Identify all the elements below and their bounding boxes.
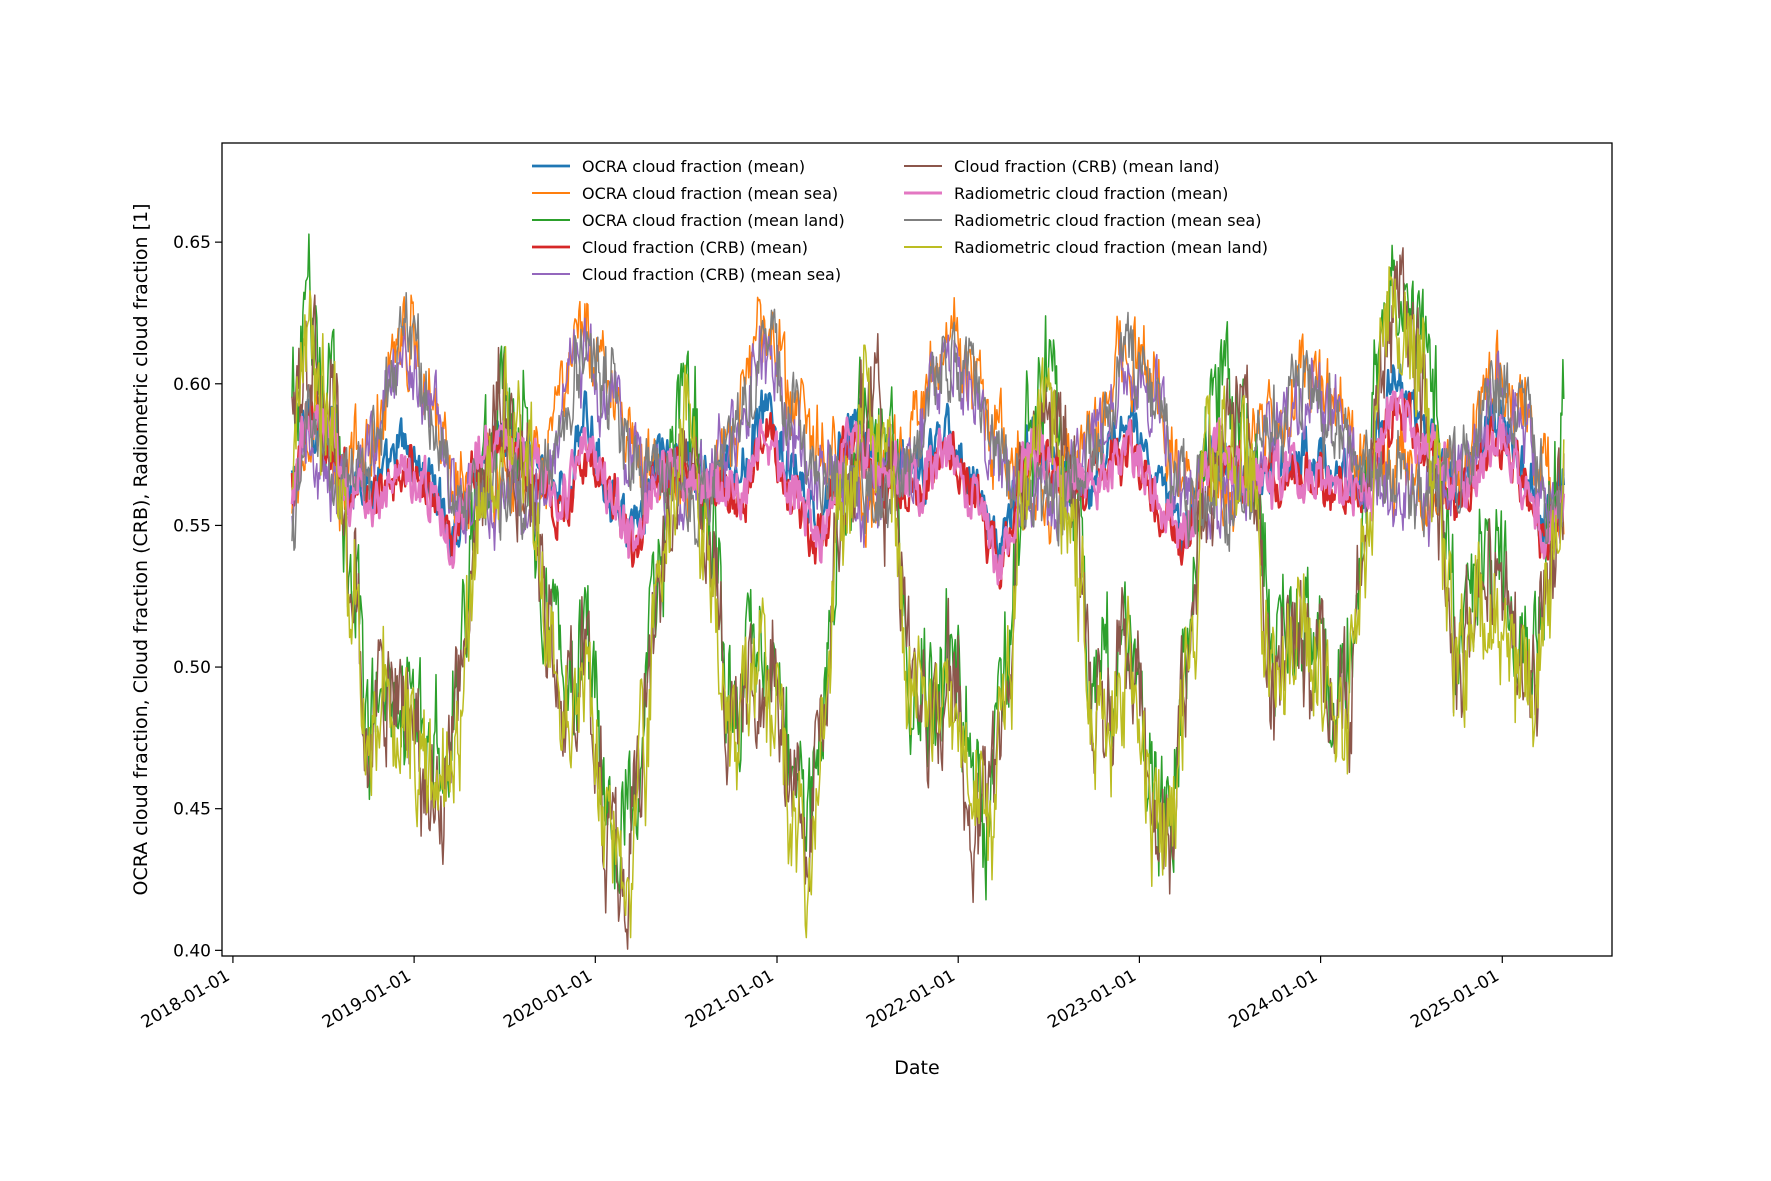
y-tick-label: 0.45 <box>173 800 211 820</box>
y-tick-label: 0.65 <box>173 233 211 253</box>
y-tick-label: 0.60 <box>173 375 211 395</box>
plot-frame <box>221 142 1613 957</box>
legend-entry: Radiometric cloud fraction (mean sea) <box>954 211 1261 230</box>
legend-entry: Cloud fraction (CRB) (mean) <box>582 238 808 257</box>
series-line <box>291 247 1565 950</box>
x-axis-label: Date <box>894 1057 939 1079</box>
series-line <box>291 291 1565 552</box>
y-tick-label: 0.50 <box>173 658 211 678</box>
y-tick-label: 0.40 <box>173 941 211 961</box>
y-axis-label: OCRA cloud fraction, Cloud fraction (CRB… <box>130 203 152 895</box>
legend-entry: OCRA cloud fraction (mean sea) <box>582 184 838 203</box>
series-line <box>291 266 1565 939</box>
series-layer <box>290 233 1566 950</box>
legend-entry: Radiometric cloud fraction (mean) <box>954 184 1228 203</box>
legend-entry: OCRA cloud fraction (mean) <box>582 157 805 176</box>
legend-entry: OCRA cloud fraction (mean land) <box>582 211 845 230</box>
legend-entry: Cloud fraction (CRB) (mean sea) <box>582 265 841 284</box>
y-axis: 0.40 0.45 0.50 0.55 0.60 0.65 <box>173 233 222 961</box>
legend: OCRA cloud fraction (mean) OCRA cloud fra… <box>532 157 1268 284</box>
legend-entry: Radiometric cloud fraction (mean land) <box>954 238 1268 257</box>
y-tick-label: 0.55 <box>173 516 211 536</box>
legend-entry: Cloud fraction (CRB) (mean land) <box>954 157 1220 176</box>
